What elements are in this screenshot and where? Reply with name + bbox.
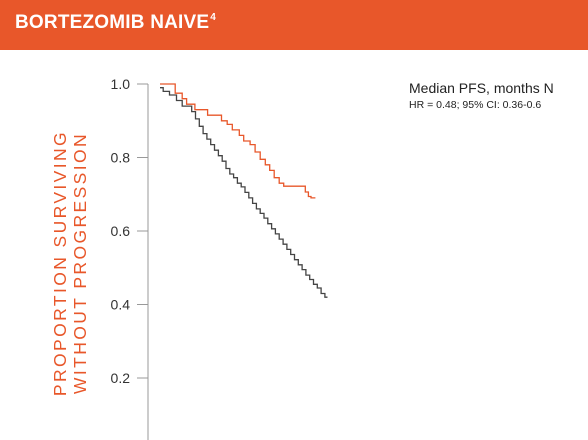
y-axis-ticks: 1.0 0.8 0.6 0.4 0.2: [111, 76, 148, 386]
y-tick-label: 0.8: [111, 150, 131, 166]
y-tick-label: 1.0: [111, 76, 131, 92]
series-line-2: [160, 87, 328, 298]
banner-title-superscript: 4: [210, 12, 217, 23]
banner: BORTEZOMIB NAIVE4: [0, 0, 588, 50]
y-tick-label: 0.6: [111, 223, 131, 239]
y-tick-label: 0.2: [111, 370, 131, 386]
banner-title-text: BORTEZOMIB NAIVE: [15, 12, 210, 33]
banner-title: BORTEZOMIB NAIVE4: [15, 12, 216, 34]
series-line-1: [160, 83, 316, 199]
series-lines: [160, 83, 328, 298]
median-pfs-label: Median PFS, months N: [409, 80, 554, 96]
hazard-ratio-label: HR = 0.48; 95% CI: 0.36-0.6: [409, 99, 542, 111]
y-tick-label: 0.4: [111, 297, 131, 313]
